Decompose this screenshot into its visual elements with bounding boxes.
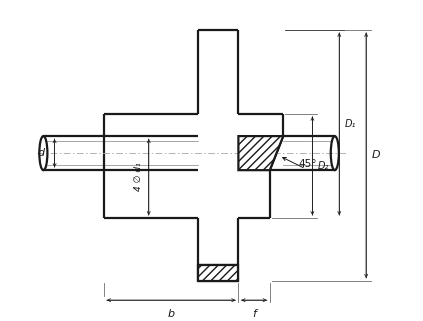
Text: f: f	[252, 309, 256, 319]
Text: 4 ∅ d₁: 4 ∅ d₁	[135, 163, 143, 192]
Text: b: b	[168, 309, 175, 319]
Text: 45°: 45°	[299, 159, 317, 169]
Text: D₁: D₁	[345, 119, 357, 129]
Text: d: d	[38, 148, 45, 158]
Polygon shape	[239, 136, 283, 170]
Text: D₂: D₂	[318, 161, 330, 171]
Polygon shape	[198, 265, 239, 281]
Text: D: D	[372, 150, 381, 160]
